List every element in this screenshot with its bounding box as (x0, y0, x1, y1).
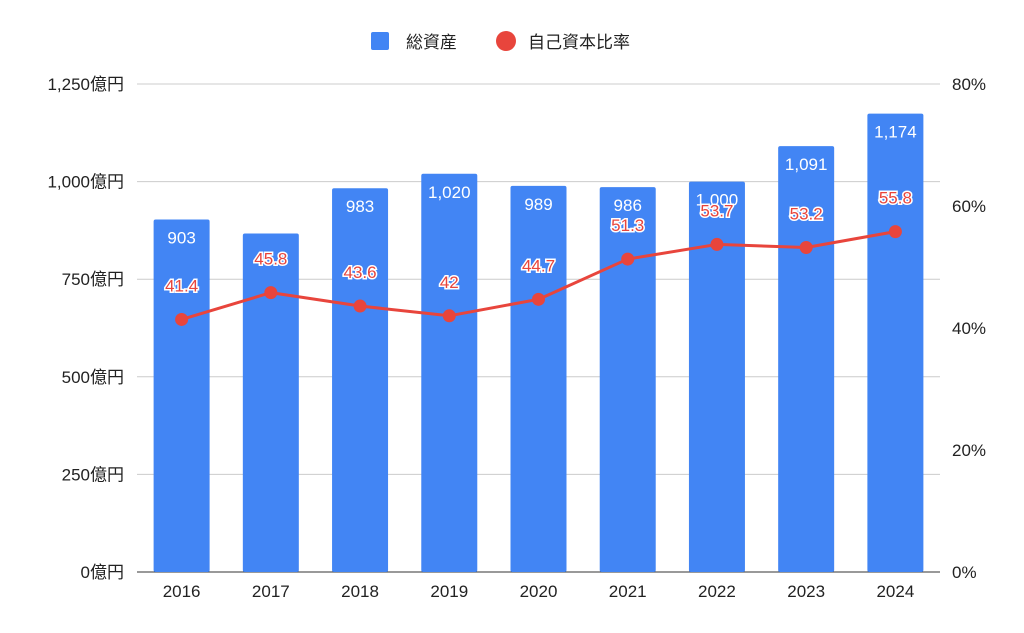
y-right-tick-label: 80% (952, 75, 986, 94)
x-tick-label: 2020 (520, 582, 558, 601)
bar-value-label: 1,000 (696, 191, 739, 210)
bar (153, 219, 210, 572)
bar-value-label: 1,174 (874, 123, 917, 142)
bar-labels: 903 983 1,020 989 986 1,000 1,091 1,174 (167, 123, 916, 248)
bar-value-label: 986 (614, 196, 642, 215)
legend-label: 総資産 (406, 33, 457, 52)
bars-series (153, 113, 924, 573)
line-value-label: 55.8 (879, 189, 912, 208)
y-right-tick-label: 0% (952, 563, 977, 582)
line-value-label: 42 (440, 273, 459, 292)
line-point (888, 225, 902, 239)
y-left-tick-label: 250億円 (62, 465, 124, 484)
y-left-tick-label: 1,000億円 (47, 173, 124, 192)
line-value-label: 41.4 (165, 276, 198, 295)
bar (242, 233, 299, 572)
bar (510, 185, 567, 572)
line-point (353, 299, 367, 313)
bar (867, 113, 924, 572)
x-tick-label: 2023 (787, 582, 825, 601)
bar (778, 146, 835, 572)
bar (688, 181, 745, 572)
line-value-label: 45.8 (254, 250, 287, 269)
line-labels: 41.4 45.8 43.6 42 44.7 51.3 53.7 53.2 55.8 (164, 187, 914, 297)
line-point (442, 309, 456, 323)
y-axis-right: 0% 20% 40% 60% 80% (952, 75, 986, 582)
x-tick-label: 2018 (341, 582, 379, 601)
y-axis-left: 0億円 250億円 500億円 750億円 1,000億円 1,250億円 (47, 75, 124, 582)
line-value-label: 43.6 (344, 263, 377, 282)
x-tick-label: 2019 (430, 582, 468, 601)
bar-value-label: 1,020 (428, 183, 471, 202)
x-tick-label: 2022 (698, 582, 736, 601)
y-right-tick-label: 40% (952, 319, 986, 338)
bar-value-label: 989 (524, 195, 552, 214)
line-value-label: 53.7 (700, 201, 733, 220)
bar (332, 188, 389, 572)
line-point (175, 312, 189, 326)
line-point (264, 286, 278, 300)
line-series (175, 225, 902, 326)
bar (421, 173, 478, 573)
line-point (621, 252, 635, 266)
legend: 総資産 自己資本比率 (371, 31, 630, 52)
y-left-tick-label: 500億円 (62, 368, 124, 387)
bar-value-label: 983 (346, 197, 374, 216)
bar (599, 187, 656, 572)
y-left-tick-label: 1,250億円 (47, 75, 124, 94)
line-point (532, 292, 545, 306)
legend-label: 自己資本比率 (528, 33, 630, 52)
legend-swatch-bar (371, 32, 389, 50)
y-left-tick-label: 0億円 (81, 563, 124, 582)
x-axis: 2016 2017 2018 2019 2020 2021 2022 2023 2024 (163, 582, 915, 601)
x-tick-label: 2016 (163, 582, 201, 601)
y-left-tick-label: 750億円 (62, 270, 124, 289)
line-point (710, 237, 724, 251)
x-tick-label: 2017 (252, 582, 290, 601)
bar-value-label: 1,091 (785, 155, 828, 174)
legend-swatch-line (496, 31, 516, 51)
line-value-label: 51.3 (611, 216, 644, 235)
y-right-tick-label: 20% (952, 441, 986, 460)
line-value-label: 44.7 (522, 256, 555, 275)
line-value-label: 53.2 (790, 204, 823, 223)
y-right-tick-label: 60% (952, 197, 986, 216)
line-point (799, 240, 813, 254)
bar-value-label: 903 (167, 228, 195, 247)
x-tick-label: 2024 (876, 582, 914, 601)
x-tick-label: 2021 (609, 582, 647, 601)
